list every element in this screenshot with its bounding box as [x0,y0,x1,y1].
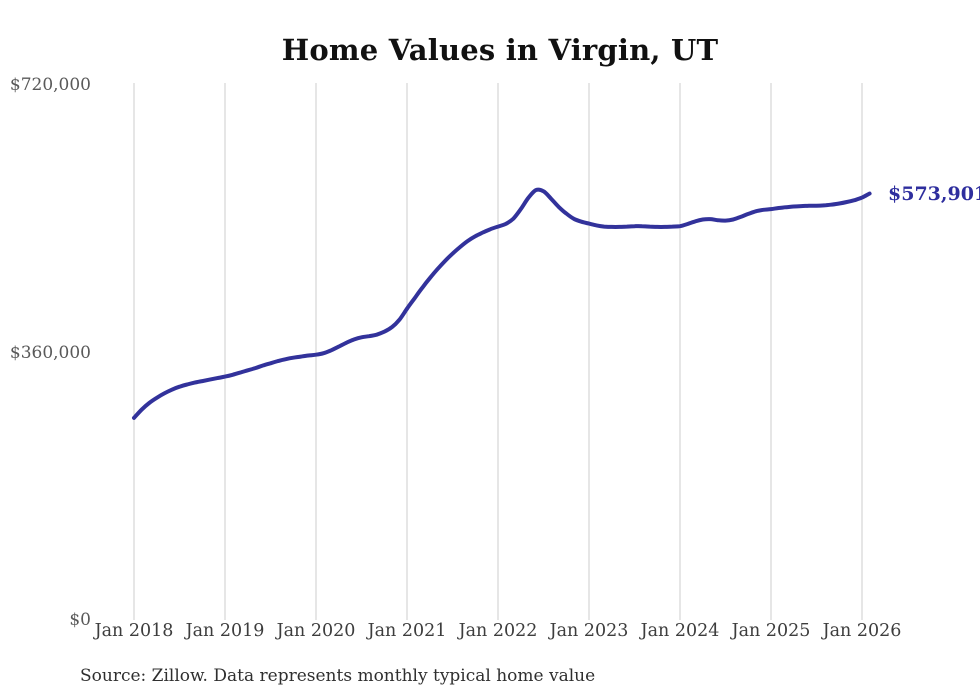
x-axis-tick-label: Jan 2019 [185,621,265,641]
x-axis-tick-label: Jan 2025 [731,621,811,641]
x-axis-tick-label: Jan 2020 [276,621,356,641]
x-axis-tick-label: Jan 2021 [367,621,447,641]
x-axis-tick-label: Jan 2018 [94,621,174,641]
latest-value-label: $573,901 [888,182,980,205]
x-axis-tick-label: Jan 2022 [458,621,538,641]
x-axis-tick-label: Jan 2023 [549,621,629,641]
y-axis-tick-label: $360,000 [9,342,91,363]
source-note: Source: Zillow. Data represents monthly … [80,666,596,686]
y-axis-tick-label: $720,000 [9,75,91,95]
chart-title: Home Values in Virgin, UT [281,33,719,67]
home-value-series-line [132,187,872,420]
x-axis-tick-label: Jan 2026 [822,621,902,641]
x-axis-tick-label: Jan 2024 [640,621,720,641]
y-axis-tick-label: $0 [69,610,91,630]
